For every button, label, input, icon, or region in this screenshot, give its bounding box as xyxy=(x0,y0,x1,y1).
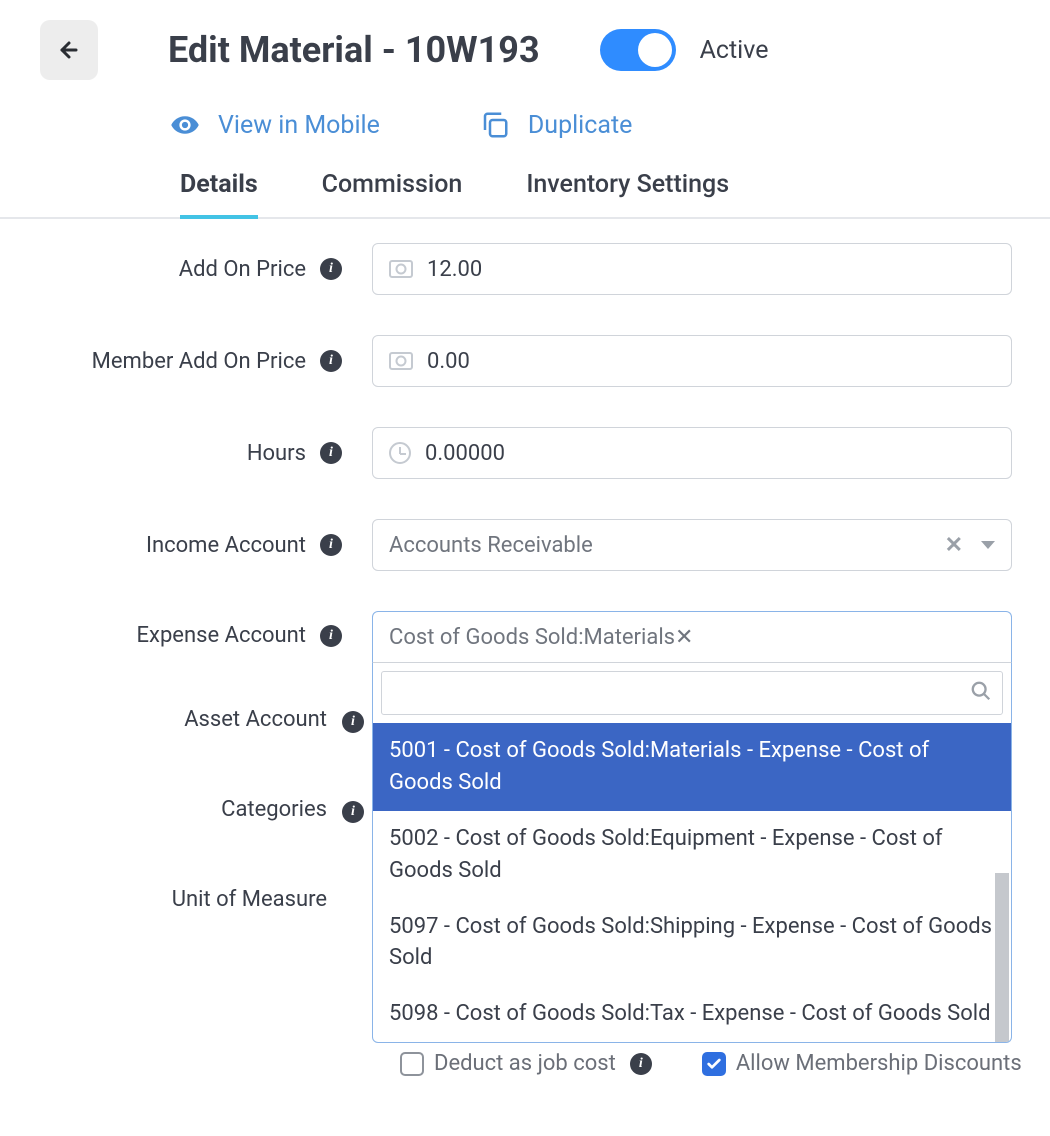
scrollbar[interactable] xyxy=(995,873,1009,1043)
money-icon xyxy=(389,260,413,278)
categories-label: Categories xyxy=(127,797,327,822)
allow-discounts-label: Allow Membership Discounts xyxy=(736,1051,1022,1076)
info-icon[interactable]: i xyxy=(630,1053,652,1075)
member-add-on-price-value: 0.00 xyxy=(427,349,470,374)
dropdown-option[interactable]: 5002 - Cost of Goods Sold:Equipment - Ex… xyxy=(373,811,1011,899)
expense-account-dropdown[interactable]: Cost of Goods Sold:Materials ✕ 5001 - Co… xyxy=(372,611,1012,1043)
arrow-left-icon xyxy=(57,38,81,62)
clock-icon xyxy=(389,442,411,464)
copy-icon xyxy=(480,110,510,140)
duplicate-label: Duplicate xyxy=(528,111,633,140)
page-title: Edit Material - 10W193 xyxy=(168,29,540,71)
member-add-on-price-label: Member Add On Price xyxy=(10,349,320,374)
active-toggle[interactable] xyxy=(600,29,676,71)
money-icon xyxy=(389,352,413,370)
expense-account-label: Expense Account xyxy=(10,611,320,648)
dropdown-option[interactable]: 5097 - Cost of Goods Sold:Shipping - Exp… xyxy=(373,899,1011,987)
expense-account-value: Cost of Goods Sold:Materials xyxy=(389,625,675,650)
info-icon[interactable]: i xyxy=(320,625,342,647)
hours-label: Hours xyxy=(10,441,320,466)
dropdown-option[interactable]: 5001 - Cost of Goods Sold:Materials - Ex… xyxy=(373,723,1011,811)
info-icon[interactable]: i xyxy=(320,350,342,372)
dropdown-search-input[interactable] xyxy=(381,671,1003,715)
income-account-label: Income Account xyxy=(10,533,320,558)
check-icon xyxy=(706,1056,722,1072)
tab-inventory-settings[interactable]: Inventory Settings xyxy=(526,170,729,217)
toggle-knob xyxy=(638,33,672,67)
eye-icon xyxy=(170,110,200,140)
add-on-price-value: 12.00 xyxy=(427,257,482,282)
active-toggle-label: Active xyxy=(700,36,769,65)
clear-icon[interactable]: ✕ xyxy=(945,533,963,558)
add-on-price-input[interactable]: 12.00 xyxy=(372,243,1012,295)
tab-commission[interactable]: Commission xyxy=(322,170,463,217)
income-account-select[interactable]: Accounts Receivable ✕ xyxy=(372,519,1012,571)
unit-of-measure-label: Unit of Measure xyxy=(127,887,327,912)
view-in-mobile-link[interactable]: View in Mobile xyxy=(170,110,380,140)
info-icon[interactable]: i xyxy=(342,711,364,733)
back-button[interactable] xyxy=(40,20,98,80)
hours-value: 0.00000 xyxy=(425,441,505,466)
info-icon[interactable]: i xyxy=(320,258,342,280)
info-icon[interactable]: i xyxy=(320,534,342,556)
tab-details[interactable]: Details xyxy=(180,170,258,219)
add-on-price-label: Add On Price xyxy=(10,257,320,282)
expense-account-select[interactable]: Cost of Goods Sold:Materials ✕ xyxy=(372,611,1012,663)
deduct-job-cost-checkbox[interactable] xyxy=(400,1052,424,1076)
allow-discounts-checkbox[interactable] xyxy=(702,1052,726,1076)
hours-input[interactable]: 0.00000 xyxy=(372,427,1012,479)
duplicate-link[interactable]: Duplicate xyxy=(480,110,633,140)
dropdown-option[interactable]: 5098 - Cost of Goods Sold:Tax - Expense … xyxy=(373,986,1011,1042)
clear-icon[interactable]: ✕ xyxy=(675,625,693,650)
deduct-job-cost-label: Deduct as job cost xyxy=(434,1051,616,1076)
chevron-down-icon xyxy=(981,541,995,549)
search-icon xyxy=(970,680,992,706)
info-icon[interactable]: i xyxy=(342,801,364,823)
view-in-mobile-label: View in Mobile xyxy=(218,111,380,140)
asset-account-label: Asset Account xyxy=(127,707,327,732)
dropdown-list[interactable]: 5001 - Cost of Goods Sold:Materials - Ex… xyxy=(372,723,1012,1043)
member-add-on-price-input[interactable]: 0.00 xyxy=(372,335,1012,387)
info-icon[interactable]: i xyxy=(320,442,342,464)
income-account-value: Accounts Receivable xyxy=(389,533,593,558)
